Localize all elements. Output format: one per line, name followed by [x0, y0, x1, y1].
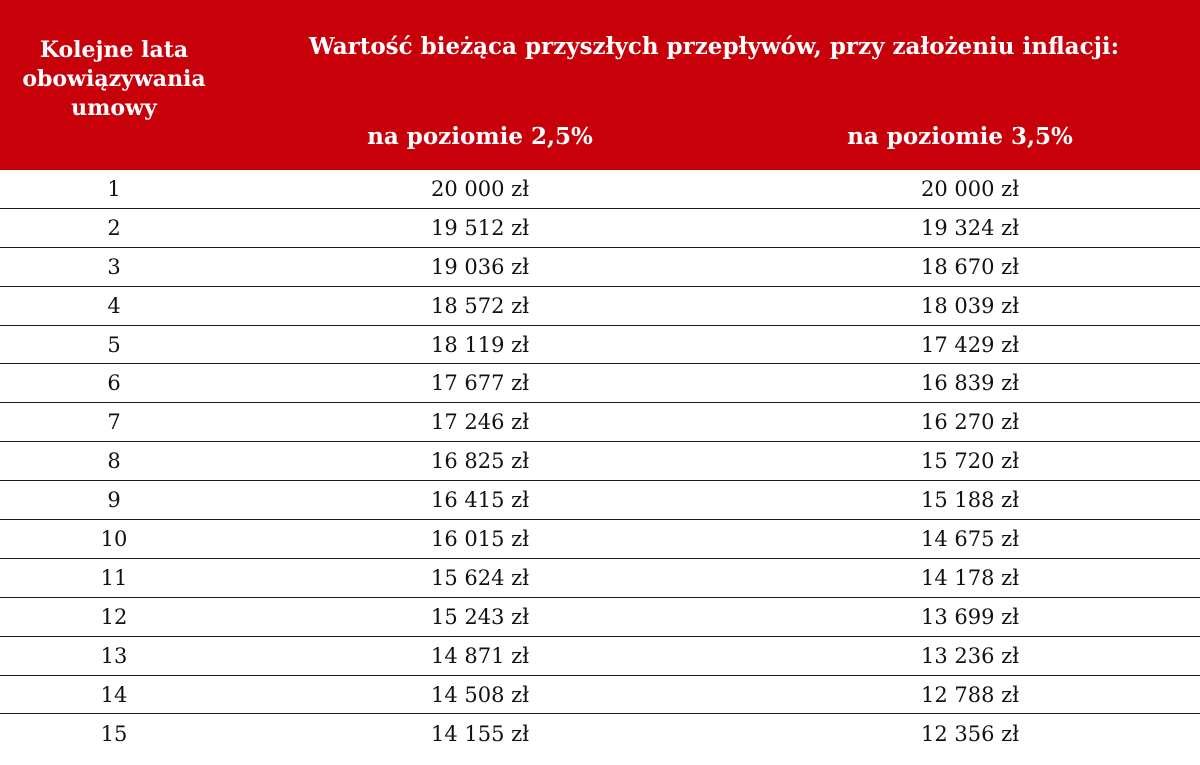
year-cell: 10	[100, 526, 128, 551]
table-row: 11 15 624 zł 14 178 zł	[0, 559, 1200, 598]
year-cell: 12	[100, 604, 128, 629]
column-header-years-line: umowy	[71, 95, 157, 121]
year-cell: 9	[107, 488, 121, 513]
year-cell: 4	[107, 293, 121, 318]
value-2-5-cell: 15 243 zł	[430, 604, 530, 629]
value-3-5-cell: 18 039 zł	[920, 293, 1020, 318]
value-2-5-cell: 16 825 zł	[430, 449, 530, 474]
value-3-5-cell: 14 178 zł	[920, 565, 1020, 590]
column-group-title: Wartość bieżąca przyszłych przepływów, p…	[308, 33, 1120, 60]
table-row: 10 16 015 zł 14 675 zł	[0, 520, 1200, 559]
value-3-5-cell: 17 429 zł	[920, 332, 1020, 357]
table-row: 5 18 119 zł 17 429 zł	[0, 326, 1200, 365]
table-row: 15 14 155 zł 12 356 zł	[0, 714, 1200, 753]
column-header-years: Kolejne lata obowiązywania umowy	[0, 36, 228, 123]
value-3-5-cell: 18 670 zł	[920, 254, 1020, 279]
year-cell: 8	[107, 449, 121, 474]
year-cell: 6	[107, 371, 121, 396]
table-row: 4 18 572 zł 18 039 zł	[0, 287, 1200, 326]
year-cell: 7	[107, 410, 121, 435]
table-row: 13 14 871 zł 13 236 zł	[0, 637, 1200, 676]
year-cell: 2	[107, 215, 121, 240]
value-2-5-cell: 14 155 zł	[430, 721, 530, 746]
value-3-5-cell: 15 188 zł	[920, 488, 1020, 513]
value-2-5-cell: 16 015 zł	[430, 526, 530, 551]
column-header-inflation-2-5: na poziomie 2,5%	[367, 123, 593, 150]
value-3-5-cell: 12 788 zł	[920, 682, 1020, 707]
table-header: Kolejne lata obowiązywania umowy Wartość…	[0, 0, 1200, 170]
year-cell: 5	[107, 332, 121, 357]
value-3-5-cell: 14 675 zł	[920, 526, 1020, 551]
value-2-5-cell: 19 512 zł	[430, 215, 530, 240]
value-2-5-cell: 18 572 zł	[430, 293, 530, 318]
value-2-5-cell: 14 871 zł	[430, 643, 530, 668]
table-row: 12 15 243 zł 13 699 zł	[0, 598, 1200, 637]
year-cell: 15	[100, 721, 128, 746]
value-2-5-cell: 17 246 zł	[430, 410, 530, 435]
year-cell: 11	[100, 565, 128, 590]
value-3-5-cell: 20 000 zł	[920, 176, 1020, 201]
value-3-5-cell: 19 324 zł	[920, 215, 1020, 240]
value-2-5-cell: 18 119 zł	[430, 332, 530, 357]
column-header-years-line: Kolejne lata	[39, 37, 189, 63]
year-cell: 13	[100, 643, 128, 668]
table-row: 3 19 036 zł 18 670 zł	[0, 248, 1200, 287]
table-row: 1 20 000 zł 20 000 zł	[0, 170, 1200, 209]
table-row: 2 19 512 zł 19 324 zł	[0, 209, 1200, 248]
table-row: 9 16 415 zł 15 188 zł	[0, 481, 1200, 521]
year-cell: 14	[100, 682, 128, 707]
value-3-5-cell: 12 356 zł	[920, 721, 1020, 746]
value-3-5-cell: 16 270 zł	[920, 410, 1020, 435]
value-2-5-cell: 19 036 zł	[430, 254, 530, 279]
value-3-5-cell: 13 699 zł	[920, 604, 1020, 629]
table-row: 7 17 246 zł 16 270 zł	[0, 403, 1200, 443]
year-cell: 3	[107, 254, 121, 279]
value-3-5-cell: 13 236 zł	[920, 643, 1020, 668]
year-cell: 1	[107, 176, 121, 201]
column-header-years-line: obowiązywania	[22, 66, 206, 92]
table-row: 6 17 677 zł 16 839 zł	[0, 364, 1200, 404]
value-3-5-cell: 15 720 zł	[920, 449, 1020, 474]
value-2-5-cell: 20 000 zł	[430, 176, 530, 201]
value-3-5-cell: 16 839 zł	[920, 371, 1020, 396]
column-header-inflation-3-5: na poziomie 3,5%	[847, 123, 1073, 150]
value-2-5-cell: 14 508 zł	[430, 682, 530, 707]
value-2-5-cell: 16 415 zł	[430, 488, 530, 513]
table-row: 8 16 825 zł 15 720 zł	[0, 442, 1200, 482]
table-row: 14 14 508 zł 12 788 zł	[0, 676, 1200, 715]
table-body: 1 20 000 zł 20 000 zł 2 19 512 zł 19 324 zł 3 1…	[0, 170, 1200, 753]
value-2-5-cell: 17 677 zł	[430, 371, 530, 396]
value-2-5-cell: 15 624 zł	[430, 565, 530, 590]
